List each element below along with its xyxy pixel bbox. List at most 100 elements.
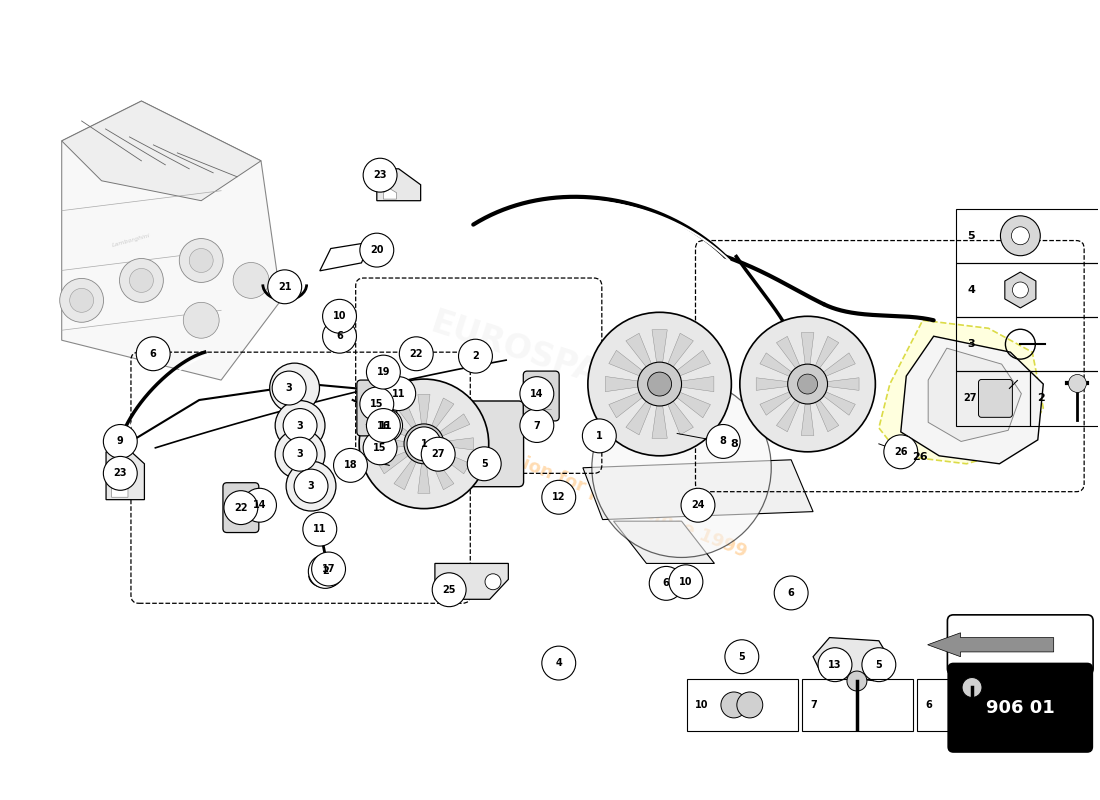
Bar [802, 679, 913, 731]
Circle shape [316, 566, 336, 586]
Circle shape [363, 158, 397, 192]
Text: 8: 8 [719, 437, 727, 446]
Circle shape [360, 233, 394, 267]
Circle shape [962, 678, 982, 698]
Circle shape [542, 480, 575, 514]
Circle shape [774, 576, 808, 610]
Circle shape [322, 299, 356, 334]
Polygon shape [418, 460, 430, 494]
Polygon shape [374, 438, 408, 450]
Text: 1: 1 [596, 431, 603, 441]
Polygon shape [378, 450, 411, 474]
Circle shape [485, 574, 501, 590]
Text: 6: 6 [150, 349, 156, 358]
Circle shape [1011, 227, 1030, 245]
Circle shape [788, 364, 827, 404]
Polygon shape [418, 394, 430, 428]
Text: 12: 12 [552, 492, 565, 502]
Polygon shape [667, 398, 693, 435]
Polygon shape [394, 398, 418, 431]
FancyBboxPatch shape [947, 615, 1093, 674]
Text: 6: 6 [788, 588, 794, 598]
Text: 11: 11 [392, 389, 406, 398]
Text: 23: 23 [373, 170, 387, 180]
Circle shape [267, 270, 301, 304]
Polygon shape [437, 414, 470, 438]
Text: a passion for parts since 1999: a passion for parts since 1999 [460, 430, 749, 561]
Circle shape [311, 520, 329, 538]
Circle shape [648, 372, 672, 396]
FancyArrow shape [927, 633, 1054, 657]
Text: 11: 11 [314, 524, 327, 534]
Text: 27: 27 [964, 394, 977, 403]
Circle shape [270, 363, 319, 413]
Text: 14: 14 [253, 500, 266, 510]
Polygon shape [678, 377, 714, 392]
FancyBboxPatch shape [948, 664, 1092, 752]
Text: 3: 3 [308, 481, 315, 491]
Circle shape [376, 417, 395, 434]
Text: 5: 5 [968, 230, 976, 241]
Polygon shape [674, 390, 711, 418]
Bar [917, 679, 1028, 731]
Text: 26: 26 [912, 452, 927, 462]
FancyBboxPatch shape [356, 380, 397, 436]
Circle shape [443, 574, 460, 590]
Polygon shape [821, 353, 856, 378]
Polygon shape [608, 390, 646, 418]
Polygon shape [62, 101, 261, 201]
Circle shape [399, 337, 433, 370]
Polygon shape [901, 336, 1043, 464]
Circle shape [294, 469, 328, 503]
Circle shape [233, 262, 270, 298]
Circle shape [103, 425, 138, 458]
Text: EUROSPARES: EUROSPARES [427, 306, 673, 414]
Circle shape [103, 457, 138, 490]
Text: 7: 7 [534, 421, 540, 430]
Text: 6: 6 [337, 331, 343, 342]
Text: 10: 10 [679, 577, 693, 586]
Circle shape [421, 438, 455, 471]
Polygon shape [652, 402, 668, 438]
Text: 19: 19 [376, 367, 390, 377]
Circle shape [389, 385, 408, 402]
Text: 906 01: 906 01 [986, 698, 1055, 717]
Polygon shape [394, 457, 418, 490]
Text: 8: 8 [730, 439, 738, 449]
Circle shape [818, 648, 851, 682]
Polygon shape [879, 320, 1043, 464]
Circle shape [520, 377, 553, 410]
Circle shape [740, 316, 876, 452]
Circle shape [130, 269, 153, 292]
Polygon shape [824, 378, 859, 390]
Text: 15: 15 [370, 399, 384, 409]
Circle shape [1000, 216, 1041, 256]
Text: 2: 2 [472, 351, 478, 361]
Polygon shape [928, 348, 1022, 442]
Circle shape [669, 565, 703, 598]
Circle shape [592, 378, 771, 558]
Text: 11: 11 [378, 421, 393, 430]
Text: 4: 4 [1040, 652, 1047, 662]
Circle shape [283, 409, 317, 442]
Text: 7: 7 [810, 700, 817, 710]
Circle shape [302, 512, 337, 546]
Circle shape [1012, 282, 1028, 298]
Circle shape [847, 671, 867, 691]
Text: 16: 16 [376, 421, 390, 430]
Circle shape [1026, 640, 1060, 674]
Text: 18: 18 [343, 460, 358, 470]
Text: 2: 2 [322, 566, 329, 577]
Circle shape [360, 387, 394, 421]
Polygon shape [801, 333, 814, 368]
Circle shape [286, 461, 336, 511]
Polygon shape [821, 390, 856, 415]
Bar [956, 209, 1100, 263]
Bar [688, 679, 799, 731]
Circle shape [649, 566, 683, 600]
Text: 22: 22 [234, 502, 248, 513]
Circle shape [120, 258, 163, 302]
Text: 24: 24 [691, 500, 705, 510]
Text: 21: 21 [278, 282, 292, 292]
Text: 14: 14 [530, 389, 543, 398]
